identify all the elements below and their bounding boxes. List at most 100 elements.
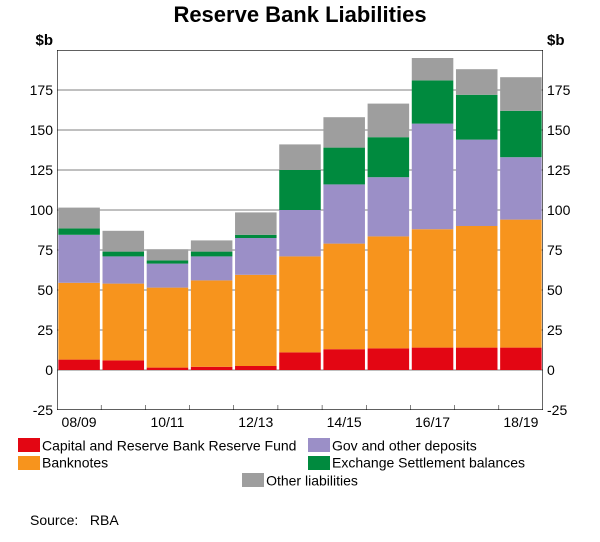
- bar-segment: [500, 157, 542, 219]
- bar-segment: [412, 124, 454, 230]
- y-tick-left: 125: [13, 163, 53, 177]
- legend-swatch: [308, 438, 330, 452]
- y-tick-left: 150: [13, 123, 53, 137]
- y-tick-left: 175: [13, 83, 53, 97]
- y-tick-left: 100: [13, 203, 53, 217]
- bar-segment: [368, 348, 410, 370]
- bar-segment: [191, 256, 233, 280]
- bar-segment: [235, 235, 277, 238]
- bar-segment: [147, 249, 189, 260]
- bar-segment: [147, 264, 189, 288]
- bar-segment: [147, 260, 189, 263]
- bar-segment: [235, 212, 277, 234]
- bar-segment: [103, 231, 145, 252]
- bar-segment: [456, 348, 498, 370]
- bar-segment: [103, 284, 145, 361]
- y-tick-left: 25: [13, 323, 53, 337]
- y-tick-right: -25: [547, 403, 567, 417]
- bar-segment: [412, 229, 454, 347]
- bar-segment: [500, 220, 542, 348]
- bar-segment: [58, 208, 100, 229]
- y-tick-left: -25: [13, 403, 53, 417]
- legend-label: Gov and other deposits: [332, 437, 477, 453]
- legend-label: Banknotes: [42, 455, 108, 471]
- x-tick-label: 12/13: [238, 415, 273, 429]
- bar-segment: [456, 95, 498, 140]
- legend-item: Gov and other deposits: [308, 436, 477, 453]
- bar-segment: [323, 117, 365, 147]
- legend-label: Capital and Reserve Bank Reserve Fund: [42, 437, 296, 453]
- bar-segment: [323, 184, 365, 243]
- bar-segment: [235, 366, 277, 370]
- bar-segment: [412, 348, 454, 370]
- bar-segment: [323, 244, 365, 350]
- bar-segment: [323, 349, 365, 370]
- legend-label: Exchange Settlement balances: [332, 455, 525, 471]
- x-tick-label: 18/19: [503, 415, 538, 429]
- bar-segment: [103, 256, 145, 283]
- bar-segment: [58, 228, 100, 234]
- bar-segment: [191, 240, 233, 251]
- bar-segment: [103, 360, 145, 370]
- bar-segment: [456, 226, 498, 348]
- legend-item: Other liabilities: [242, 471, 358, 488]
- x-tick-label: 10/11: [150, 415, 184, 429]
- bar-segment: [368, 236, 410, 348]
- bar-segment: [456, 69, 498, 95]
- bar-segment: [279, 256, 321, 352]
- y-axis-unit-right: $b: [547, 32, 565, 49]
- bar-segment: [368, 177, 410, 236]
- bar-segment: [412, 58, 454, 80]
- bar-segment: [147, 288, 189, 368]
- bar-segment: [235, 238, 277, 275]
- y-tick-right: 150: [547, 123, 570, 137]
- bar-segment: [279, 144, 321, 170]
- bar-segment: [279, 352, 321, 370]
- legend-swatch: [242, 473, 264, 487]
- bar-segment: [412, 80, 454, 123]
- legend-swatch: [18, 456, 40, 470]
- bar-segment: [58, 360, 100, 370]
- source-label: Source:: [30, 512, 78, 528]
- bar-segment: [368, 104, 410, 138]
- bar-segment: [500, 77, 542, 111]
- legend-label: Other liabilities: [266, 472, 358, 488]
- legend: Capital and Reserve Bank Reserve Fund Gov…: [18, 436, 582, 488]
- bar-segment: [279, 210, 321, 256]
- x-tick-label: 16/17: [415, 415, 450, 429]
- y-tick-left: 75: [13, 243, 53, 257]
- y-tick-right: 100: [547, 203, 570, 217]
- source-value: RBA: [90, 512, 119, 528]
- legend-item: Banknotes: [18, 453, 308, 470]
- bar-segment: [500, 348, 542, 370]
- y-tick-right: 125: [547, 163, 570, 177]
- y-axis-unit-left: $b: [35, 32, 53, 49]
- bar-segment: [191, 280, 233, 366]
- y-tick-left: 50: [13, 283, 53, 297]
- bar-segment: [191, 252, 233, 257]
- y-tick-right: 75: [547, 243, 563, 257]
- bar-segment: [191, 367, 233, 370]
- bar-segment: [323, 148, 365, 185]
- y-tick-right: 50: [547, 283, 563, 297]
- legend-item: Exchange Settlement balances: [308, 453, 525, 470]
- bar-segment: [58, 283, 100, 360]
- legend-swatch: [18, 438, 40, 452]
- y-tick-left: 0: [13, 363, 53, 377]
- bar-segment: [147, 368, 189, 370]
- bar-segment: [456, 140, 498, 226]
- bar-segment: [235, 275, 277, 366]
- x-tick-label: 08/09: [62, 415, 97, 429]
- legend-item: Capital and Reserve Bank Reserve Fund: [18, 436, 308, 453]
- x-tick-label: 14/15: [327, 415, 362, 429]
- legend-swatch: [308, 456, 330, 470]
- bar-segment: [103, 252, 145, 257]
- y-tick-right: 0: [547, 363, 555, 377]
- chart-plot-area: [57, 50, 543, 410]
- bar-segment: [58, 235, 100, 283]
- source-line: Source: RBA: [30, 512, 119, 528]
- chart-title: Reserve Bank Liabilities: [0, 2, 600, 28]
- bar-segment: [368, 137, 410, 177]
- y-tick-right: 25: [547, 323, 563, 337]
- y-tick-right: 175: [547, 83, 570, 97]
